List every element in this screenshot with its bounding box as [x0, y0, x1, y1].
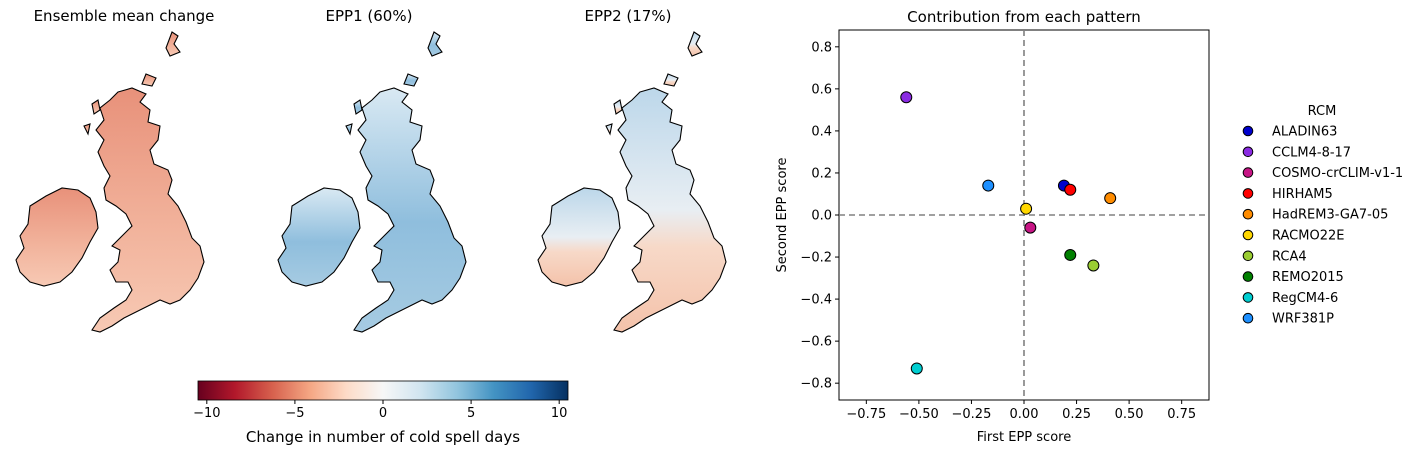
y-tick-label: 0.6: [811, 82, 832, 97]
legend-marker: [1242, 208, 1254, 220]
scatter-chart: Contribution from each pattern −0.75 −0.5…: [775, 8, 1403, 445]
y-axis-label: Second EPP score: [775, 158, 790, 273]
colorbar-tick-label: 5: [467, 406, 475, 421]
legend-label: HIRHAM5: [1272, 187, 1333, 202]
legend-marker: [1242, 250, 1254, 262]
colorbar-tick-label: −10: [193, 406, 220, 421]
colorbar-tick-label: 10: [551, 406, 568, 421]
y-tick-label: 0.4: [811, 124, 832, 139]
colorbar-ticks: −10 −5 0 5 10: [193, 400, 567, 421]
plot-area: −0.75 −0.50 −0.25 0.00 0.25 0.50 0.75 0.8 0.6 0.4…: [800, 29, 1210, 422]
data-point: [1064, 183, 1077, 196]
y-tick-label: −0.2: [800, 251, 832, 266]
legend-label: RCA4: [1272, 249, 1307, 264]
x-tick-label: 0.50: [1115, 407, 1144, 422]
map-title-ensemble-mean: Ensemble mean change: [33, 7, 215, 25]
legend-label: COSMO-crCLIM-v1-1: [1272, 166, 1403, 181]
x-tick-label: −0.50: [899, 407, 939, 422]
legend-marker: [1242, 188, 1254, 199]
legend-label: RACMO22E: [1272, 229, 1344, 244]
data-point: [982, 179, 995, 192]
y-tick-label: −0.4: [800, 293, 832, 308]
data-point: [1087, 259, 1100, 272]
legend-label: ALADIN63: [1272, 125, 1337, 140]
x-tick-label: −0.75: [846, 407, 886, 422]
colorbar-tick-label: 0: [379, 406, 387, 421]
legend-label: REMO2015: [1272, 270, 1344, 285]
map-title-epp2: EPP2 (17%): [584, 7, 672, 25]
legend-marker: [1242, 167, 1254, 178]
data-point: [910, 362, 923, 375]
colorbar-label: Change in number of cold spell days: [246, 428, 520, 446]
data-point: [1020, 202, 1033, 215]
y-tick-label: 0.2: [811, 166, 832, 181]
map-ensemble-mean: [15, 31, 205, 333]
legend-label: HadREM3-GA7-05: [1272, 208, 1388, 223]
data-point: [1104, 192, 1117, 205]
legend-marker: [1242, 146, 1254, 158]
legend-title: RCM: [1308, 104, 1337, 119]
chart-title: Contribution from each pattern: [907, 8, 1141, 26]
data-point: [900, 91, 913, 104]
map-epp1: [277, 31, 467, 333]
colorbar: −10 −5 0 5 10 Change in number of cold spell…: [193, 380, 569, 446]
y-tick-label: 0.0: [811, 209, 832, 224]
x-tick-label: 0.25: [1062, 407, 1091, 422]
x-tick-label: 0.75: [1167, 407, 1196, 422]
colorbar-gradient: [197, 380, 569, 401]
map-title-epp1: EPP1 (60%): [325, 7, 413, 25]
y-tick-label: −0.8: [800, 377, 832, 392]
uk-maps: [15, 31, 727, 333]
legend-marker: [1242, 125, 1254, 137]
legend-marker: [1242, 292, 1254, 303]
x-tick-label: −0.25: [952, 407, 992, 422]
legend-label: RegCM4-6: [1272, 291, 1338, 306]
legend-label: WRF381P: [1272, 312, 1334, 327]
y-tick-label: 0.8: [811, 40, 832, 55]
map-epp2: [537, 31, 727, 333]
y-tick-label: −0.6: [800, 335, 832, 350]
data-point: [1064, 248, 1077, 261]
legend: RCM ALADIN63 CCLM4-8-17 COSMO-crCLIM-v1-1 H…: [1242, 104, 1403, 327]
data-point: [1024, 221, 1037, 234]
legend-marker: [1242, 271, 1254, 282]
legend-marker: [1242, 229, 1254, 241]
colorbar-tick-label: −5: [285, 406, 304, 421]
x-axis-label: First EPP score: [977, 430, 1071, 445]
x-tick-label: 0.00: [1010, 407, 1039, 422]
legend-label: CCLM4-8-17: [1272, 145, 1351, 160]
legend-marker: [1242, 312, 1254, 324]
